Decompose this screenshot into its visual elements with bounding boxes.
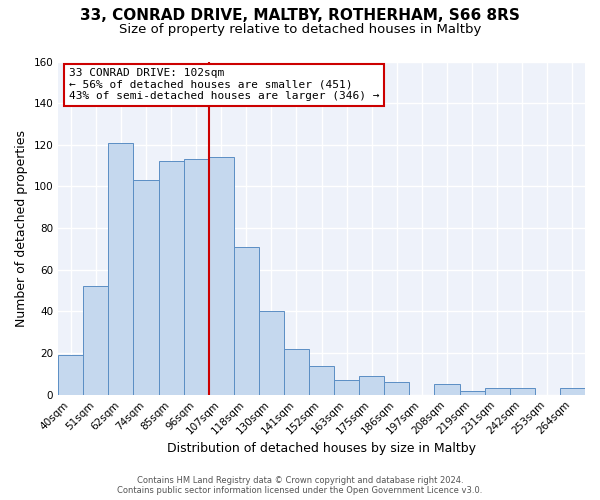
Bar — [560, 388, 585, 394]
Bar — [334, 380, 359, 394]
Bar — [83, 286, 109, 395]
Bar — [485, 388, 510, 394]
Bar — [109, 142, 133, 394]
Text: 33 CONRAD DRIVE: 102sqm
← 56% of detached houses are smaller (451)
43% of semi-d: 33 CONRAD DRIVE: 102sqm ← 56% of detache… — [69, 68, 379, 102]
Text: Size of property relative to detached houses in Maltby: Size of property relative to detached ho… — [119, 22, 481, 36]
Bar — [133, 180, 158, 394]
Text: 33, CONRAD DRIVE, MALTBY, ROTHERHAM, S66 8RS: 33, CONRAD DRIVE, MALTBY, ROTHERHAM, S66… — [80, 8, 520, 22]
Bar — [510, 388, 535, 394]
Bar — [434, 384, 460, 394]
Bar — [359, 376, 385, 394]
Bar — [58, 355, 83, 395]
Y-axis label: Number of detached properties: Number of detached properties — [15, 130, 28, 326]
Bar — [385, 382, 409, 394]
Text: Contains HM Land Registry data © Crown copyright and database right 2024.
Contai: Contains HM Land Registry data © Crown c… — [118, 476, 482, 495]
Bar — [209, 158, 234, 394]
Bar — [259, 312, 284, 394]
Bar — [309, 366, 334, 394]
Bar — [158, 162, 184, 394]
X-axis label: Distribution of detached houses by size in Maltby: Distribution of detached houses by size … — [167, 442, 476, 455]
Bar — [184, 160, 209, 394]
Bar — [234, 247, 259, 394]
Bar — [460, 390, 485, 394]
Bar — [284, 349, 309, 395]
